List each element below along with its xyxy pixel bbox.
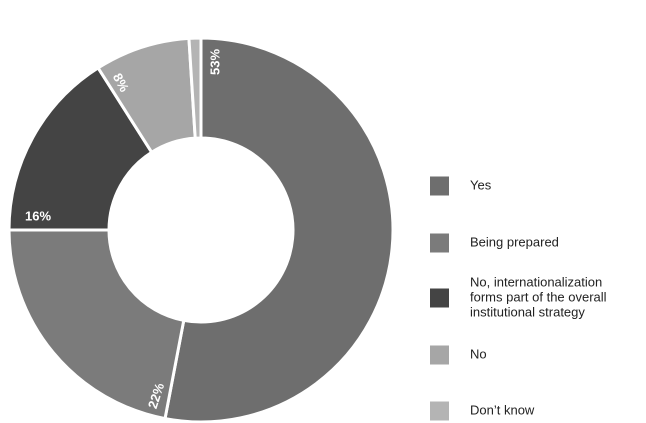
legend-label: No <box>470 346 487 361</box>
legend-label: No, internationalization <box>470 274 602 289</box>
legend-swatch <box>430 346 449 365</box>
legend-swatch <box>430 177 449 196</box>
legend: Yes Being prepared No, internationalizatio… <box>430 177 607 421</box>
legend-label: institutional strategy <box>470 304 585 319</box>
data-label: 53% <box>207 49 222 75</box>
legend-swatch <box>430 402 449 421</box>
legend-label: Being prepared <box>470 234 559 249</box>
donut-slices <box>9 38 393 422</box>
legend-label: forms part of the overall <box>470 289 607 304</box>
legend-label: Yes <box>470 177 492 192</box>
data-label: 16% <box>25 208 51 223</box>
legend-swatch <box>430 234 449 253</box>
legend-swatch <box>430 289 449 308</box>
data-label: 1% <box>181 8 196 27</box>
legend-label: Don’t know <box>470 402 535 417</box>
